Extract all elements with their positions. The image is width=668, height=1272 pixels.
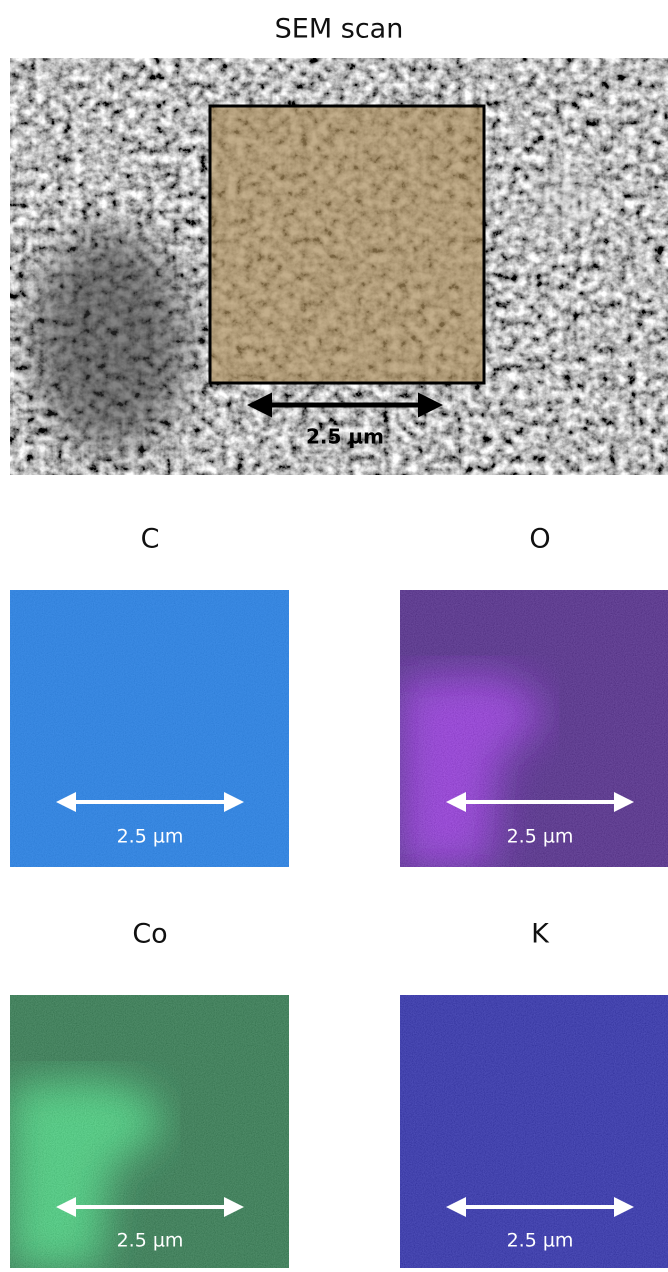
figure: SEM scan 2.5 µm C 2.5 µm O 2.5 µm Co 2.5… <box>0 0 668 1268</box>
map-title: O <box>529 524 550 555</box>
scale-label: 2.5 µm <box>507 1230 574 1252</box>
scale-label: 2.5 µm <box>117 826 184 848</box>
sem-scale-label: 2.5 µm <box>306 425 384 449</box>
map-title: C <box>141 524 160 555</box>
sem-title: SEM scan <box>275 14 404 45</box>
map-title: K <box>531 919 550 950</box>
scale-label: 2.5 µm <box>117 1230 184 1252</box>
scale-label: 2.5 µm <box>507 826 574 848</box>
map-image <box>10 995 289 1268</box>
sem-image <box>10 58 668 475</box>
map-image <box>400 995 668 1268</box>
map-title: Co <box>132 919 167 950</box>
